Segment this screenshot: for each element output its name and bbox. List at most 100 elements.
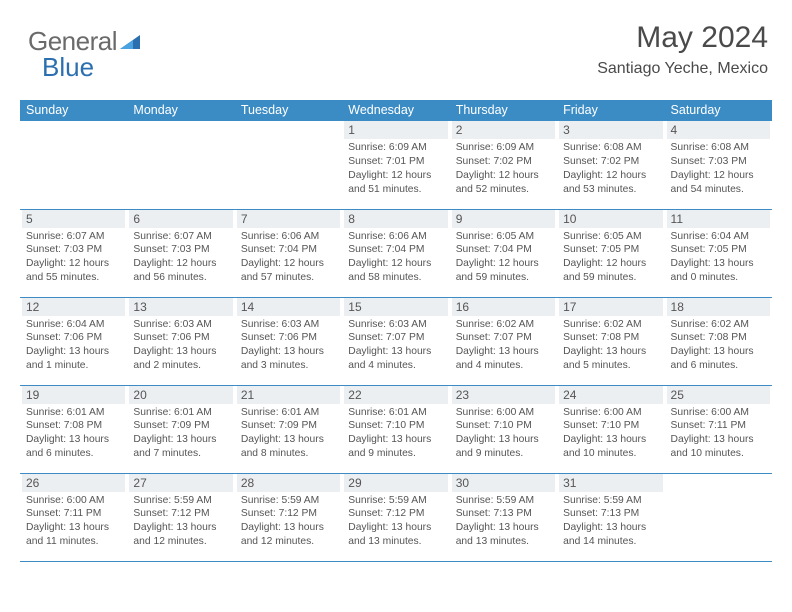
daylight-text: Daylight: 13 hours and 11 minutes. bbox=[26, 521, 121, 549]
day-number: 14 bbox=[237, 298, 340, 316]
calendar-day-cell: 11Sunrise: 6:04 AMSunset: 7:05 PMDayligh… bbox=[665, 209, 772, 297]
daylight-text: Daylight: 13 hours and 14 minutes. bbox=[563, 521, 658, 549]
calendar-day-cell: 24Sunrise: 6:00 AMSunset: 7:10 PMDayligh… bbox=[557, 385, 664, 473]
day-details: Sunrise: 6:04 AMSunset: 7:06 PMDaylight:… bbox=[22, 318, 125, 374]
weekday-header: Tuesday bbox=[235, 100, 342, 121]
sunset-text: Sunset: 7:06 PM bbox=[241, 331, 336, 345]
sunset-text: Sunset: 7:02 PM bbox=[563, 155, 658, 169]
sunset-text: Sunset: 7:07 PM bbox=[456, 331, 551, 345]
weekday-header: Monday bbox=[127, 100, 234, 121]
sunrise-text: Sunrise: 6:01 AM bbox=[241, 406, 336, 420]
sunrise-text: Sunrise: 6:01 AM bbox=[26, 406, 121, 420]
day-number: 9 bbox=[452, 210, 555, 228]
calendar-day-cell bbox=[235, 121, 342, 209]
sunset-text: Sunset: 7:04 PM bbox=[241, 243, 336, 257]
day-details: Sunrise: 6:01 AMSunset: 7:10 PMDaylight:… bbox=[344, 406, 447, 462]
day-number: 8 bbox=[344, 210, 447, 228]
calendar-day-cell: 10Sunrise: 6:05 AMSunset: 7:05 PMDayligh… bbox=[557, 209, 664, 297]
day-number bbox=[237, 121, 340, 139]
calendar-day-cell: 25 Sunrise: 6:00 AMSunset: 7:11 PMDayligh… bbox=[665, 385, 772, 473]
day-details: Sunrise: 6:02 AMSunset: 7:08 PMDaylight:… bbox=[667, 318, 770, 374]
day-number: 17 bbox=[559, 298, 662, 316]
weekday-header-row: Sunday Monday Tuesday Wednesday Thursday… bbox=[20, 100, 772, 121]
daylight-text: Daylight: 13 hours and 12 minutes. bbox=[241, 521, 336, 549]
day-details: Sunrise: 6:09 AMSunset: 7:02 PMDaylight:… bbox=[452, 141, 555, 197]
weekday-header: Friday bbox=[557, 100, 664, 121]
sunset-text: Sunset: 7:10 PM bbox=[456, 419, 551, 433]
sunrise-text: Sunrise: 6:05 AM bbox=[563, 230, 658, 244]
sunrise-text: Sunrise: 6:06 AM bbox=[241, 230, 336, 244]
daylight-text: Daylight: 13 hours and 8 minutes. bbox=[241, 433, 336, 461]
calendar-day-cell: 5Sunrise: 6:07 AMSunset: 7:03 PMDaylight… bbox=[20, 209, 127, 297]
day-details: Sunrise: 6:00 AMSunset: 7:10 PMDaylight:… bbox=[559, 406, 662, 462]
daylight-text: Daylight: 13 hours and 4 minutes. bbox=[348, 345, 443, 373]
day-details: Sunrise: 6:04 AMSunset: 7:05 PMDaylight:… bbox=[667, 230, 770, 286]
weekday-header: Wednesday bbox=[342, 100, 449, 121]
day-number: 19 bbox=[22, 386, 125, 404]
logo-text-2: Blue bbox=[42, 52, 94, 83]
calendar-day-cell: 17Sunrise: 6:02 AMSunset: 7:08 PMDayligh… bbox=[557, 297, 664, 385]
sunset-text: Sunset: 7:12 PM bbox=[241, 507, 336, 521]
sunrise-text: Sunrise: 5:59 AM bbox=[348, 494, 443, 508]
day-number: 3 bbox=[559, 121, 662, 139]
daylight-text: Daylight: 12 hours and 57 minutes. bbox=[241, 257, 336, 285]
calendar-day-cell: 29Sunrise: 5:59 AMSunset: 7:12 PMDayligh… bbox=[342, 473, 449, 561]
sunrise-text: Sunrise: 6:00 AM bbox=[26, 494, 121, 508]
sunrise-text: Sunrise: 6:01 AM bbox=[348, 406, 443, 420]
daylight-text: Daylight: 13 hours and 9 minutes. bbox=[456, 433, 551, 461]
day-details: Sunrise: 5:59 AMSunset: 7:13 PMDaylight:… bbox=[559, 494, 662, 550]
calendar-day-cell: 9 Sunrise: 6:05 AMSunset: 7:04 PMDaylight… bbox=[450, 209, 557, 297]
sunset-text: Sunset: 7:02 PM bbox=[456, 155, 551, 169]
sunset-text: Sunset: 7:12 PM bbox=[348, 507, 443, 521]
calendar-day-cell: 12Sunrise: 6:04 AMSunset: 7:06 PMDayligh… bbox=[20, 297, 127, 385]
sunset-text: Sunset: 7:06 PM bbox=[26, 331, 121, 345]
daylight-text: Daylight: 12 hours and 56 minutes. bbox=[133, 257, 228, 285]
calendar-day-cell bbox=[20, 121, 127, 209]
daylight-text: Daylight: 12 hours and 55 minutes. bbox=[26, 257, 121, 285]
sunset-text: Sunset: 7:03 PM bbox=[133, 243, 228, 257]
sunset-text: Sunset: 7:08 PM bbox=[26, 419, 121, 433]
sunset-text: Sunset: 7:09 PM bbox=[241, 419, 336, 433]
day-number: 18 bbox=[667, 298, 770, 316]
sunset-text: Sunset: 7:11 PM bbox=[671, 419, 766, 433]
daylight-text: Daylight: 13 hours and 1 minute. bbox=[26, 345, 121, 373]
sunrise-text: Sunrise: 6:00 AM bbox=[456, 406, 551, 420]
sunrise-text: Sunrise: 6:05 AM bbox=[456, 230, 551, 244]
day-details: Sunrise: 6:01 AMSunset: 7:09 PMDaylight:… bbox=[237, 406, 340, 462]
calendar-day-cell: 8 Sunrise: 6:06 AMSunset: 7:04 PMDaylight… bbox=[342, 209, 449, 297]
sunrise-text: Sunrise: 6:08 AM bbox=[671, 141, 766, 155]
calendar-day-cell: 13Sunrise: 6:03 AMSunset: 7:06 PMDayligh… bbox=[127, 297, 234, 385]
day-details: Sunrise: 6:05 AMSunset: 7:05 PMDaylight:… bbox=[559, 230, 662, 286]
calendar-day-cell: 28Sunrise: 5:59 AMSunset: 7:12 PMDayligh… bbox=[235, 473, 342, 561]
sunset-text: Sunset: 7:04 PM bbox=[348, 243, 443, 257]
sunset-text: Sunset: 7:07 PM bbox=[348, 331, 443, 345]
day-details: Sunrise: 6:00 AMSunset: 7:11 PMDaylight:… bbox=[667, 406, 770, 462]
calendar-day-cell: 15Sunrise: 6:03 AMSunset: 7:07 PMDayligh… bbox=[342, 297, 449, 385]
day-number: 25 bbox=[667, 386, 770, 404]
daylight-text: Daylight: 13 hours and 2 minutes. bbox=[133, 345, 228, 373]
sunset-text: Sunset: 7:05 PM bbox=[671, 243, 766, 257]
day-details: Sunrise: 6:06 AMSunset: 7:04 PMDaylight:… bbox=[237, 230, 340, 286]
month-title: May 2024 bbox=[597, 22, 768, 54]
day-number: 21 bbox=[237, 386, 340, 404]
sunset-text: Sunset: 7:08 PM bbox=[563, 331, 658, 345]
day-details: Sunrise: 5:59 AMSunset: 7:13 PMDaylight:… bbox=[452, 494, 555, 550]
calendar-day-cell: 6Sunrise: 6:07 AMSunset: 7:03 PMDaylight… bbox=[127, 209, 234, 297]
calendar-day-cell: 4Sunrise: 6:08 AMSunset: 7:03 PMDaylight… bbox=[665, 121, 772, 209]
daylight-text: Daylight: 13 hours and 5 minutes. bbox=[563, 345, 658, 373]
sunset-text: Sunset: 7:13 PM bbox=[456, 507, 551, 521]
day-number: 28 bbox=[237, 474, 340, 492]
daylight-text: Daylight: 12 hours and 59 minutes. bbox=[456, 257, 551, 285]
day-details: Sunrise: 6:06 AMSunset: 7:04 PMDaylight:… bbox=[344, 230, 447, 286]
day-details: Sunrise: 6:08 AMSunset: 7:03 PMDaylight:… bbox=[667, 141, 770, 197]
calendar-week-row: 19Sunrise: 6:01 AMSunset: 7:08 PMDayligh… bbox=[20, 385, 772, 473]
day-details: Sunrise: 5:59 AMSunset: 7:12 PMDaylight:… bbox=[344, 494, 447, 550]
day-details: Sunrise: 5:59 AMSunset: 7:12 PMDaylight:… bbox=[129, 494, 232, 550]
sunrise-text: Sunrise: 6:08 AM bbox=[563, 141, 658, 155]
calendar-day-cell: 22Sunrise: 6:01 AMSunset: 7:10 PMDayligh… bbox=[342, 385, 449, 473]
day-number: 5 bbox=[22, 210, 125, 228]
sunrise-text: Sunrise: 6:02 AM bbox=[456, 318, 551, 332]
daylight-text: Daylight: 12 hours and 51 minutes. bbox=[348, 169, 443, 197]
daylight-text: Daylight: 13 hours and 13 minutes. bbox=[456, 521, 551, 549]
day-details: Sunrise: 6:05 AMSunset: 7:04 PMDaylight:… bbox=[452, 230, 555, 286]
